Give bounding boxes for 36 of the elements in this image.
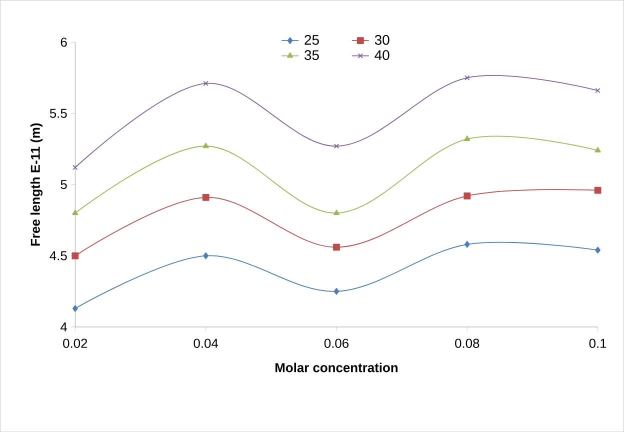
point	[464, 136, 470, 141]
point	[72, 252, 79, 260]
point	[203, 80, 208, 86]
point	[333, 210, 340, 215]
y-tick-label: 6	[60, 38, 67, 47]
point	[464, 75, 470, 80]
point	[464, 192, 471, 200]
point	[202, 194, 210, 201]
point	[334, 288, 340, 295]
legend-label: 35	[304, 50, 319, 60]
y-tick-label: 4	[60, 322, 68, 332]
point	[595, 246, 600, 254]
y-axis-title: Free length E-11 (m)	[30, 123, 43, 246]
legend-label: 40	[374, 50, 390, 60]
y-tick-label: 4.5	[50, 251, 67, 260]
point	[334, 144, 340, 149]
x-tick-label: 0.06	[324, 338, 349, 348]
point	[595, 88, 600, 94]
y-tick-label: 5	[60, 180, 67, 190]
point	[72, 210, 78, 215]
x-tick-label: 0.08	[455, 338, 480, 348]
point	[333, 244, 340, 251]
point	[594, 146, 601, 152]
point	[72, 164, 78, 170]
point	[72, 304, 78, 312]
point	[202, 142, 209, 148]
point	[464, 240, 470, 248]
legend-label: 25	[304, 34, 319, 45]
point	[594, 186, 602, 194]
point	[203, 252, 209, 260]
y-tick-label: 5.5	[50, 108, 67, 118]
x-axis-title: Molar concentration	[275, 362, 398, 372]
x-tick-label: 0.1	[589, 338, 606, 348]
x-tick-label: 0.02	[63, 338, 88, 348]
legend-label: 30	[374, 34, 390, 45]
x-tick-label: 0.04	[194, 338, 218, 348]
